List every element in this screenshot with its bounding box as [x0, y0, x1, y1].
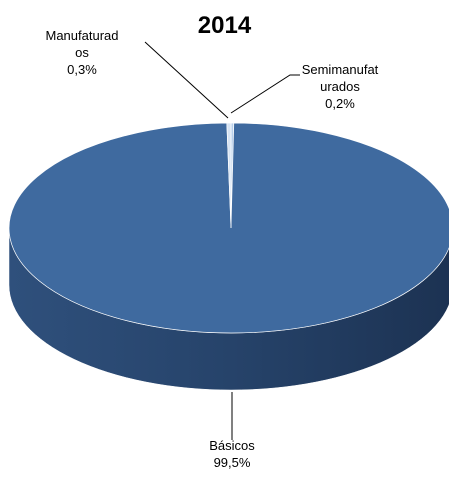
value-label: 99,5%	[213, 455, 251, 470]
value-label: 0,3%	[67, 62, 97, 77]
pie-slice	[8, 122, 449, 334]
slice-label: Manufaturados 0,3%	[42, 27, 122, 78]
category-label: Semimanufaturados	[301, 62, 379, 94]
category-label: Manufaturados	[45, 28, 119, 60]
value-label: 0,2%	[325, 96, 355, 111]
category-label: Básicos	[209, 438, 255, 453]
leader-line	[230, 74, 300, 114]
pie-slice	[226, 122, 232, 229]
slice-label: Básicos 99,5%	[192, 437, 272, 471]
slice-label: Semimanufaturados 0,2%	[300, 61, 380, 112]
leader-line	[144, 41, 229, 119]
chart-title: 2014	[197, 12, 252, 39]
